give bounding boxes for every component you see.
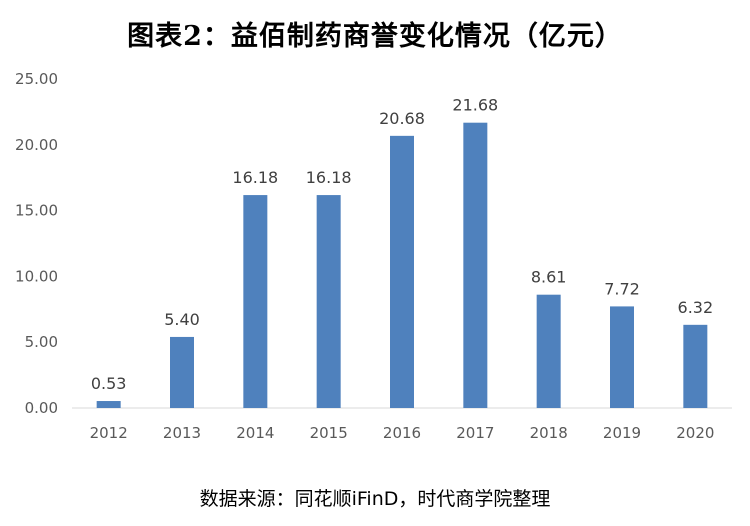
y-tick-label: 10.00 xyxy=(15,267,58,285)
y-tick-label: 5.00 xyxy=(25,333,58,351)
bar-2013 xyxy=(170,336,194,408)
data-label-2016: 20.68 xyxy=(379,109,425,128)
x-tick-label-2012: 2012 xyxy=(90,424,128,442)
bar-2018 xyxy=(536,294,561,408)
x-tick-label-2014: 2014 xyxy=(236,424,274,442)
data-label-2014: 16.18 xyxy=(232,168,278,187)
bar-2014 xyxy=(243,195,268,408)
data-label-2012: 0.53 xyxy=(91,374,127,393)
data-label-2019: 7.72 xyxy=(604,279,640,298)
chart-source: 数据来源：同花顺iFinD，时代商学院整理 xyxy=(199,488,551,510)
x-tick-label-2015: 2015 xyxy=(310,424,348,442)
bar-2017 xyxy=(463,122,488,409)
x-tick-label-2018: 2018 xyxy=(530,424,568,442)
y-tick-label: 20.00 xyxy=(15,136,58,154)
data-label-2020: 6.32 xyxy=(678,298,714,317)
chart-title: 图表2：益佰制药商誉变化情况（亿元） xyxy=(127,21,623,52)
x-tick-label-2016: 2016 xyxy=(383,424,421,442)
x-tick-label-2013: 2013 xyxy=(163,424,201,442)
y-tick-label: 25.00 xyxy=(15,70,58,88)
bar-2015 xyxy=(316,195,341,408)
bar-2012 xyxy=(96,401,121,408)
data-label-2017: 21.68 xyxy=(452,96,498,115)
y-tick-label: 0.00 xyxy=(25,399,58,417)
x-tick-label-2020: 2020 xyxy=(676,424,714,442)
y-tick-label: 15.00 xyxy=(15,202,58,220)
x-tick-label-2019: 2019 xyxy=(603,424,641,442)
bar-2016 xyxy=(390,135,414,408)
data-label-2015: 16.18 xyxy=(306,168,352,187)
data-label-2013: 5.40 xyxy=(164,310,200,329)
bar-2019 xyxy=(610,306,634,408)
x-tick-label-2017: 2017 xyxy=(456,424,494,442)
bar-2020 xyxy=(683,324,708,408)
data-label-2018: 8.61 xyxy=(531,268,567,287)
